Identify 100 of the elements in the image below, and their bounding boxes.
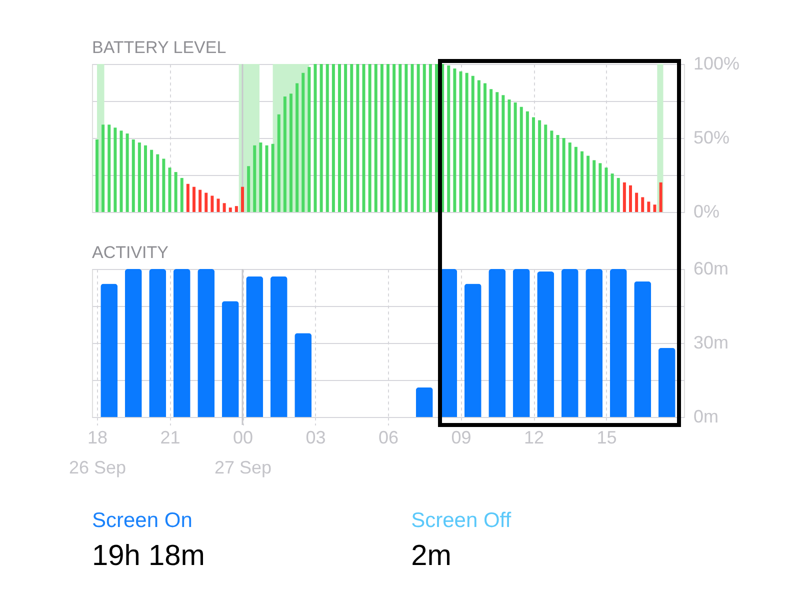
bar [471,76,474,212]
bar [447,65,450,212]
bar [198,190,202,212]
bar [484,83,486,212]
bar [580,151,584,212]
y-tick-label: 30m [694,332,729,352]
bar [277,114,280,212]
bar [568,142,572,212]
bar [435,64,438,212]
x-tick-label: 21 [160,428,180,448]
x-tick-label: 18 26 Sep [68,428,126,478]
bar [294,333,312,417]
bar [490,89,493,212]
bar [610,174,614,212]
bar [338,64,341,212]
bar [350,64,354,212]
bar [162,158,166,212]
bar [404,64,408,212]
bar [234,206,238,212]
bar [538,120,542,212]
bar [149,269,166,417]
bar [120,130,123,212]
bar [259,142,262,212]
bar [271,144,274,212]
bar [192,186,196,212]
bar [241,186,244,212]
bar [616,178,620,212]
bar [422,64,426,212]
bar [174,172,178,212]
bar [168,168,172,212]
chart-title: ACTIVITY [92,243,169,262]
bar [362,64,366,212]
bar [302,72,305,212]
bar [641,197,644,212]
bar [186,184,190,212]
bar [296,83,299,212]
bar [320,64,323,212]
text: 2m [411,540,452,572]
bar [216,198,220,212]
bar [204,192,208,212]
bar [180,178,184,212]
bar [465,72,468,212]
x-tick-label: 06 [378,428,399,448]
bar [416,387,433,417]
bar [228,208,232,212]
bar [410,64,414,212]
bar [374,64,378,212]
bar [270,276,288,417]
y-tick-label: 50% [694,128,730,148]
bar [537,271,554,417]
bar [356,64,360,212]
bar [532,117,535,212]
bar [622,182,626,212]
bar [586,269,603,417]
bar [102,124,105,212]
bar [210,196,214,212]
bar [550,130,554,212]
bar [604,168,608,212]
bar [198,269,215,417]
category-label: Screen On [92,509,192,532]
x-tick-label: 03 [306,428,326,448]
category-label: Screen Off [411,509,512,532]
y-tick-label: 100% [694,54,740,74]
bar [544,124,548,212]
bar [592,160,596,212]
bar [126,134,129,212]
bar [247,166,250,212]
bar [556,135,560,212]
bar [562,138,566,212]
bar [265,145,268,212]
bar [653,204,656,212]
bar [598,163,602,212]
bar [502,95,505,212]
bar [332,64,335,212]
bar [453,68,456,212]
bar [647,202,650,212]
bar [253,145,256,212]
bar [144,145,147,212]
bar [659,182,662,212]
bar [344,64,348,212]
bar [138,142,141,212]
bar [586,156,590,212]
bar [114,128,117,212]
bar [100,284,118,417]
x-tick-label: 15 [596,428,617,448]
bar [132,139,135,212]
bar [124,269,142,417]
y-tick-label: 60m [694,258,729,278]
bar [246,276,264,417]
bar [156,154,160,212]
bar [150,150,154,212]
bar [520,106,523,212]
bar [368,64,372,212]
bar [512,269,530,417]
bar [526,111,529,212]
bar [326,64,329,212]
bar [173,269,190,417]
bar [290,94,292,212]
chart-title: BATTERY LEVEL [92,38,226,57]
bar [380,64,384,212]
